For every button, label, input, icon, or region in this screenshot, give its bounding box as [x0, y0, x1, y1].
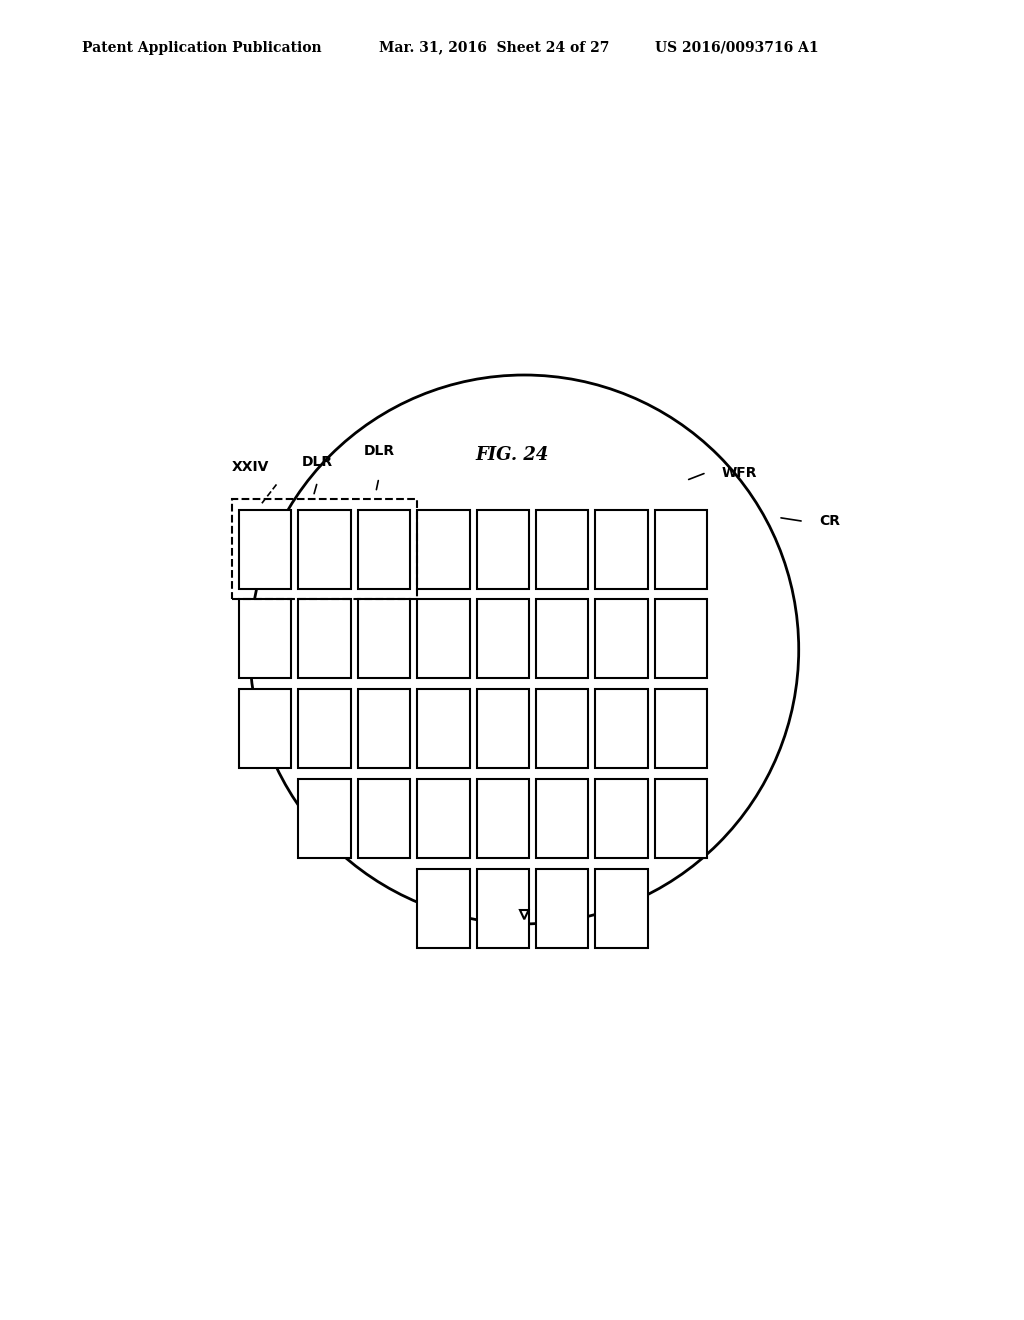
- Bar: [298, 510, 351, 589]
- Text: XXIV: XXIV: [232, 459, 269, 474]
- Bar: [417, 599, 470, 678]
- Bar: [595, 869, 648, 948]
- Bar: [239, 689, 292, 768]
- Bar: [298, 689, 351, 768]
- Bar: [654, 510, 708, 589]
- Text: DLR: DLR: [364, 444, 394, 458]
- Bar: [417, 779, 470, 858]
- Bar: [476, 510, 529, 589]
- Bar: [476, 869, 529, 948]
- Bar: [357, 779, 411, 858]
- Bar: [654, 689, 708, 768]
- Text: Patent Application Publication: Patent Application Publication: [82, 41, 322, 54]
- Bar: [536, 599, 589, 678]
- Bar: [232, 499, 417, 599]
- Bar: [298, 779, 351, 858]
- Bar: [654, 599, 708, 678]
- Text: Mar. 31, 2016  Sheet 24 of 27: Mar. 31, 2016 Sheet 24 of 27: [379, 41, 609, 54]
- Text: CR: CR: [819, 515, 841, 528]
- Bar: [357, 510, 411, 589]
- Text: FIG. 24: FIG. 24: [475, 446, 549, 465]
- Bar: [417, 689, 470, 768]
- Bar: [476, 779, 529, 858]
- Text: US 2016/0093716 A1: US 2016/0093716 A1: [655, 41, 819, 54]
- Bar: [298, 599, 351, 678]
- Bar: [239, 599, 292, 678]
- Text: WFR: WFR: [722, 466, 758, 479]
- Bar: [595, 779, 648, 858]
- Bar: [476, 689, 529, 768]
- Bar: [476, 599, 529, 678]
- Bar: [357, 599, 411, 678]
- Bar: [417, 510, 470, 589]
- Bar: [595, 689, 648, 768]
- Bar: [654, 779, 708, 858]
- Bar: [239, 510, 292, 589]
- Bar: [417, 869, 470, 948]
- Bar: [357, 689, 411, 768]
- Text: DLR: DLR: [302, 454, 333, 469]
- Bar: [536, 689, 589, 768]
- Bar: [595, 599, 648, 678]
- Bar: [536, 779, 589, 858]
- Bar: [595, 510, 648, 589]
- Bar: [536, 869, 589, 948]
- Bar: [536, 510, 589, 589]
